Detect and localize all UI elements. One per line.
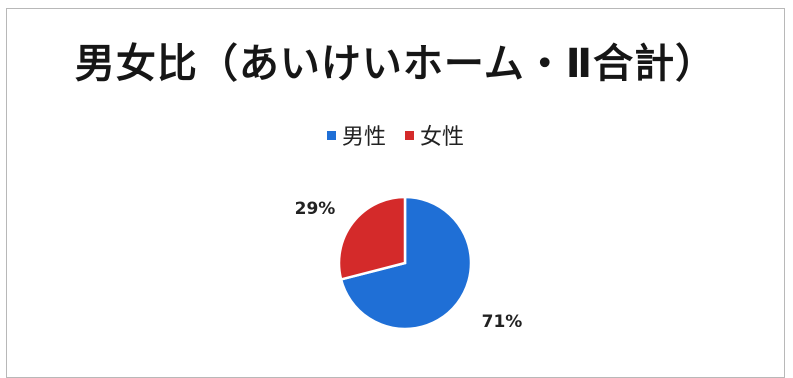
legend-swatch-female: [405, 130, 414, 140]
chart-legend: 男性 女性: [7, 119, 784, 151]
legend-label-male: 男性: [341, 125, 386, 150]
legend-item-male: 男性: [326, 119, 386, 151]
pie-chart: 71% 29%: [295, 195, 523, 332]
legend-label-female: 女性: [420, 125, 465, 150]
legend-item-female: 女性: [405, 119, 464, 151]
chart-area: 男女比（あいけいホーム・Ⅱ合計） 男性 女性 71% 29%: [6, 8, 785, 378]
legend-swatch-male: [326, 130, 336, 140]
pie-slice-female: [337, 195, 407, 281]
chart-title: 男女比（あいけいホーム・Ⅱ合計）: [74, 41, 717, 87]
data-label-female: 29%: [295, 199, 336, 219]
data-label-male: 71%: [482, 312, 523, 332]
